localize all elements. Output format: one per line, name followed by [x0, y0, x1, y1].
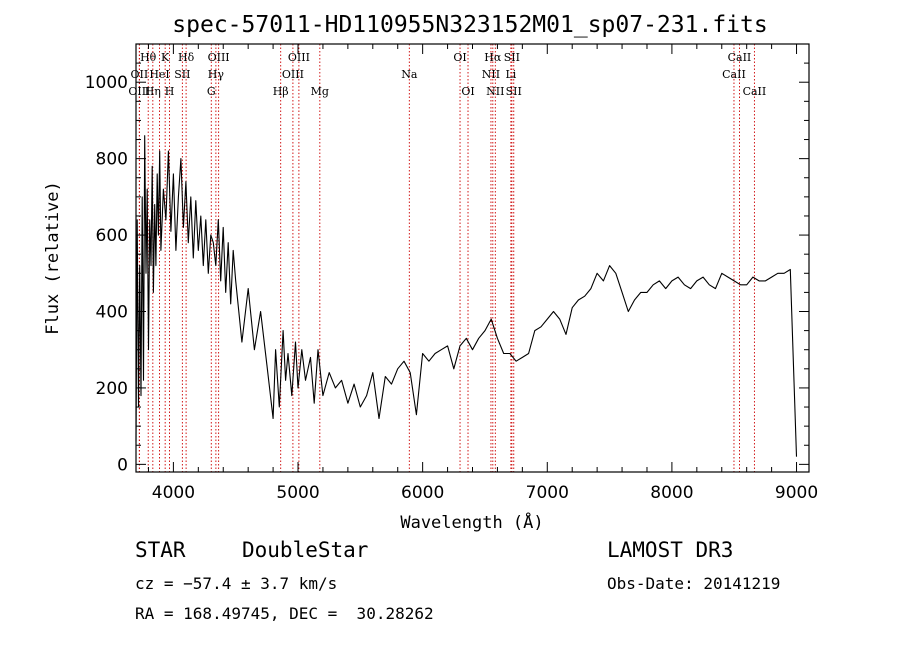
y-axis-ticks: 0 200 400 600 800 1000: [85, 43, 809, 475]
x-tick-label: 4000: [152, 483, 195, 503]
x-tick-label: 8000: [650, 483, 693, 503]
line-marker-label: Hβ: [273, 85, 289, 98]
line-marker-label: H: [165, 85, 175, 98]
line-marker-label: Na: [401, 68, 418, 81]
x-tick-label: 7000: [526, 483, 569, 503]
line-marker-label: Hθ: [140, 51, 157, 64]
emission-line-markers: [138, 44, 755, 472]
y-tick-label: 200: [96, 379, 128, 399]
line-marker-label: NII: [482, 68, 500, 81]
spectrum-series-line: [135, 135, 798, 457]
line-marker-label: Mg: [311, 85, 329, 98]
object-class: STAR: [135, 538, 186, 562]
line-marker-label: Hγ: [208, 68, 225, 81]
y-tick-label: 0: [117, 455, 128, 475]
chart-title: spec-57011-HD110955N323152M01_sp07-231.f…: [172, 12, 767, 38]
line-marker-label: CaII: [743, 85, 767, 98]
line-marker-label: OIII: [282, 68, 304, 81]
line-marker-label: SII: [174, 68, 190, 81]
line-marker-label: Hη: [145, 85, 161, 98]
line-marker-label: CaII: [722, 68, 746, 81]
survey-name: LAMOST DR3: [607, 538, 734, 562]
obs-date-text: Obs-Date: 20141219: [607, 574, 781, 593]
y-tick-label: 1000: [85, 73, 128, 93]
x-tick-label: 9000: [775, 483, 818, 503]
line-marker-label: Hα: [484, 51, 502, 64]
coordinates-text: RA = 168.49745, DEC = 30.28262: [135, 604, 434, 623]
x-axis-ticks: 4000 5000 6000 7000 8000 9000: [147, 44, 818, 503]
plot-frame: [135, 43, 810, 473]
redshift-text: cz = −57.4 ± 3.7 km/s: [135, 574, 338, 593]
line-marker-label: OI: [453, 51, 466, 64]
x-tick-label: 6000: [401, 483, 444, 503]
y-tick-label: 600: [96, 226, 128, 246]
line-marker-label: SII: [506, 85, 522, 98]
line-marker-label: Li: [505, 68, 516, 81]
line-marker-label: NII: [486, 85, 504, 98]
line-marker-label: OIII: [208, 51, 230, 64]
line-marker-label: OIII: [128, 85, 150, 98]
line-marker-label: OII: [131, 68, 149, 81]
y-tick-label: 800: [96, 150, 128, 170]
object-subclass: DoubleStar: [242, 538, 369, 562]
y-axis-label: Flux (relative): [43, 181, 63, 335]
line-marker-label: SII: [504, 51, 520, 64]
x-tick-label: 5000: [276, 483, 319, 503]
line-marker-label: OI: [461, 85, 474, 98]
line-marker-label: Hδ: [178, 51, 195, 64]
x-axis-label: Wavelength (Å): [400, 511, 543, 533]
spectrum-chart: spec-57011-HD110955N323152M01_sp07-231.f…: [43, 12, 818, 533]
line-marker-label: G: [207, 85, 216, 98]
line-marker-label: CaII: [728, 51, 752, 64]
line-marker-label: HeI: [149, 68, 169, 81]
line-marker-label: OIII: [288, 51, 310, 64]
line-marker-label: K: [161, 51, 170, 64]
y-tick-label: 400: [96, 303, 128, 323]
